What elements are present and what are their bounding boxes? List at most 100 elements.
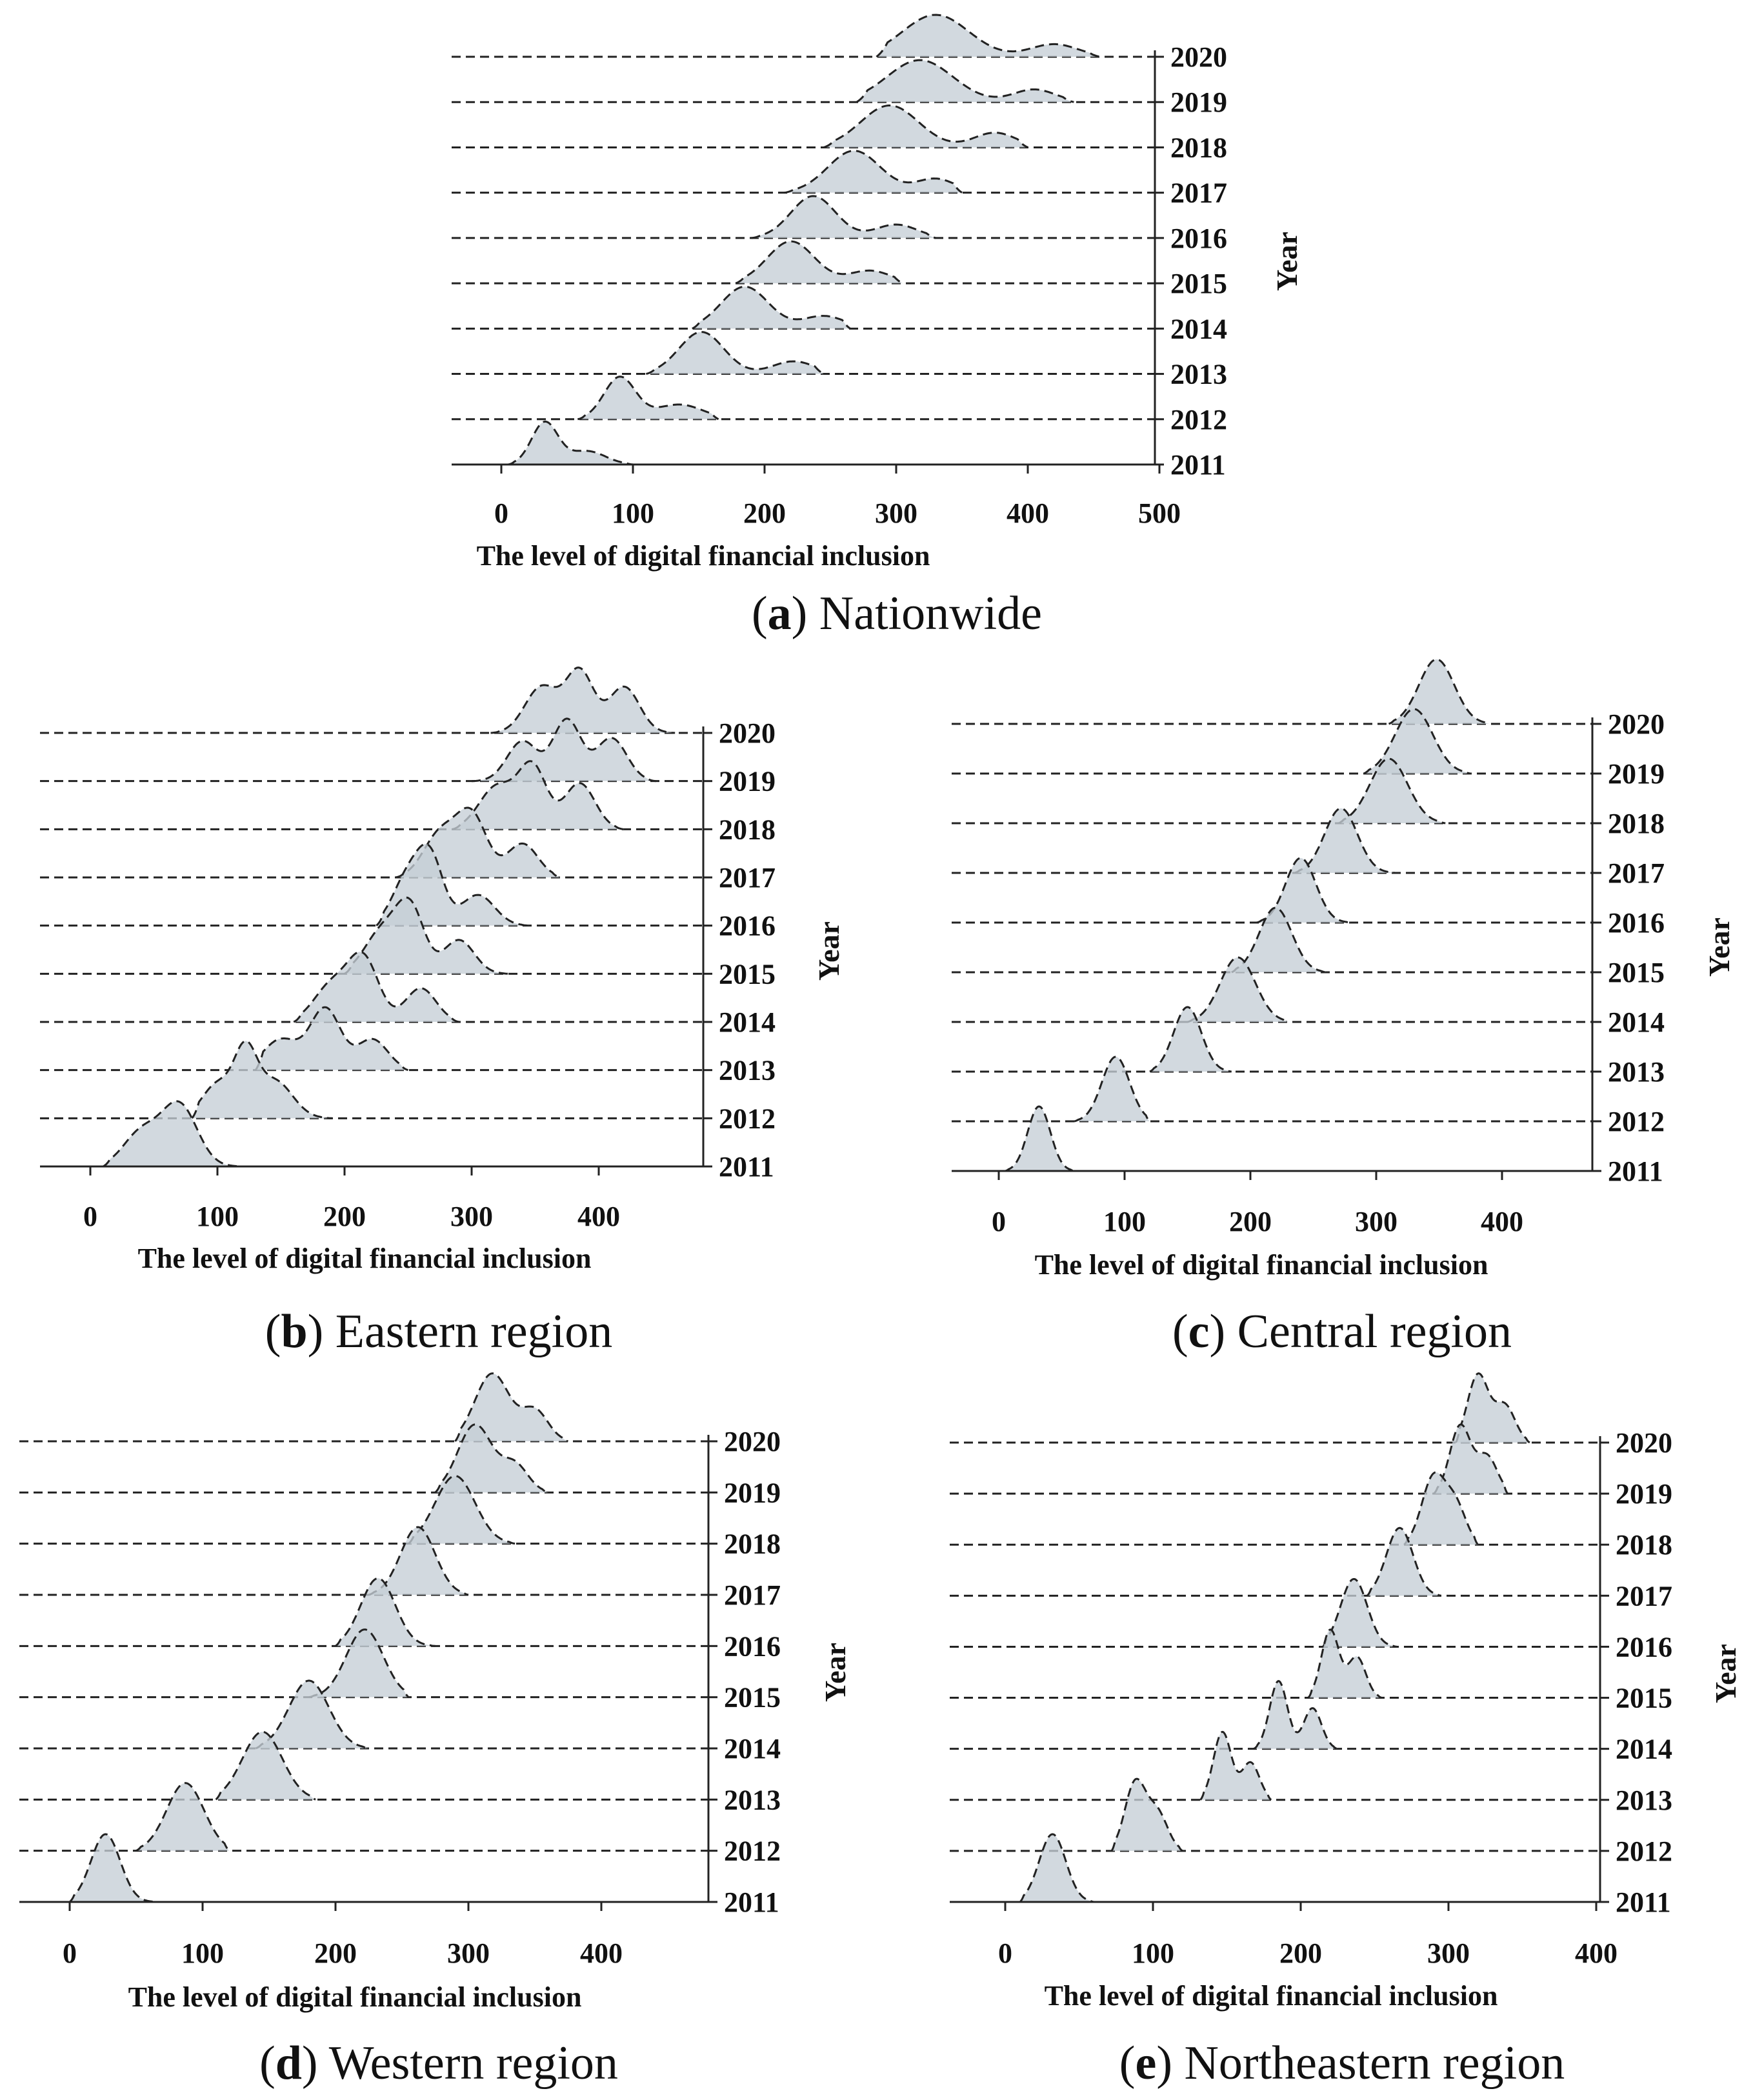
- ridge-fill-e-2020: [1456, 1373, 1530, 1443]
- ridge-line-d-2013: [215, 1730, 316, 1801]
- ridge-line-c-2019: [1363, 708, 1471, 775]
- caption-close-paren: ): [302, 2037, 318, 2090]
- ridge-fill-d-2013: [215, 1732, 316, 1800]
- ridge-e-2018: [950, 1471, 1600, 1546]
- ridge-d-2015: [19, 1628, 708, 1699]
- ridge-fill-e-2012: [1111, 1779, 1183, 1851]
- y-tick-label-e-2020: 2020: [1616, 1427, 1672, 1459]
- ridge-fill-e-2017: [1367, 1528, 1441, 1596]
- ridge-line-a-2019: [856, 59, 1074, 103]
- ridge-b-2014: [40, 950, 703, 1023]
- ridge-fill-d-2019: [435, 1424, 548, 1493]
- ridge-line-e-2016: [1322, 1578, 1397, 1648]
- ridge-c-2012: [952, 1055, 1592, 1123]
- y-tick-label-a-2013: 2013: [1170, 359, 1227, 390]
- ridge-line-c-2017: [1294, 807, 1396, 874]
- ridge-line-e-2017: [1366, 1526, 1441, 1597]
- ridge-fill-d-2018: [408, 1475, 516, 1544]
- ridge-b-2013: [40, 1006, 703, 1072]
- y-tick-label-a-2011: 2011: [1170, 449, 1226, 481]
- ridge-fill-b-2016: [376, 844, 529, 926]
- x-tick-label-c-300: 300: [1355, 1206, 1397, 1237]
- x-tick-label-d-100: 100: [181, 1937, 224, 1969]
- ridge-a-2017: [452, 150, 1155, 194]
- ridge-line-a-2011: [507, 420, 634, 466]
- ridge-line-b-2020: [490, 666, 676, 734]
- ridge-fill-a-2011: [508, 421, 633, 465]
- y-tick-label-d-2017: 2017: [724, 1579, 781, 1611]
- x-tick-label-b-100: 100: [196, 1201, 239, 1232]
- ridge-line-c-2015: [1231, 906, 1327, 974]
- y-tick-label-d-2013: 2013: [724, 1784, 781, 1815]
- ridge-line-b-2017: [395, 806, 561, 879]
- x-tick-label-d-0: 0: [63, 1937, 77, 1969]
- ridge-d-2020: [19, 1372, 708, 1443]
- ridge-d-2013: [19, 1730, 708, 1801]
- y-tick-label-d-2018: 2018: [724, 1528, 781, 1560]
- y-axis-title-d: Year: [819, 1643, 852, 1702]
- y-tick-label-b-2017: 2017: [719, 862, 776, 894]
- y-tick-label-b-2013: 2013: [719, 1055, 776, 1086]
- ridge-line-c-2014: [1187, 956, 1288, 1023]
- ridge-line-e-2014: [1253, 1680, 1338, 1750]
- y-tick-label-d-2019: 2019: [724, 1477, 781, 1508]
- ridge-a-2019: [452, 59, 1155, 103]
- x-tick-label-d-400: 400: [580, 1937, 623, 1969]
- ridge-line-b-2013: [254, 1006, 408, 1072]
- x-tick-label-c-100: 100: [1103, 1206, 1146, 1237]
- ridge-b-2011: [40, 1100, 703, 1168]
- ridge-e-2016: [950, 1578, 1600, 1648]
- y-tick-label-a-2020: 2020: [1170, 41, 1227, 73]
- y-tick-label-a-2017: 2017: [1170, 177, 1227, 209]
- y-tick-label-b-2011: 2011: [719, 1151, 774, 1183]
- caption-text-e: Northeastern region: [1172, 2037, 1565, 2090]
- ridge-b-2012: [40, 1039, 703, 1119]
- y-tick-label-b-2012: 2012: [719, 1103, 776, 1134]
- x-axis-title-e: The level of digital financial inclusion: [1045, 1980, 1498, 2012]
- x-axis-title-a: The level of digital financial inclusion: [477, 540, 930, 572]
- x-tick-label-e-100: 100: [1132, 1937, 1174, 1969]
- y-tick-label-c-2012: 2012: [1608, 1106, 1665, 1137]
- x-tick-label-a-0: 0: [494, 497, 508, 529]
- ridge-line-d-2018: [408, 1475, 516, 1545]
- ridge-a-2020: [452, 14, 1155, 58]
- x-tick-label-c-200: 200: [1229, 1206, 1272, 1237]
- ridge-b-2020: [40, 666, 703, 734]
- ridge-fill-a-2013: [646, 332, 824, 374]
- ridge-fill-b-2018: [452, 761, 625, 830]
- ridge-fill-d-2016: [336, 1578, 436, 1646]
- ridge-fill-c-2014: [1187, 957, 1288, 1022]
- caption-open-paren: (: [259, 2037, 275, 2090]
- x-tick-label-a-500: 500: [1138, 497, 1181, 529]
- ridge-line-d-2016: [335, 1577, 436, 1647]
- y-tick-label-e-2014: 2014: [1616, 1734, 1672, 1765]
- ridge-a-2013: [452, 331, 1155, 375]
- ridge-fill-d-2017: [368, 1527, 468, 1595]
- caption-close-paren: ): [1210, 1305, 1226, 1358]
- y-tick-label-b-2016: 2016: [719, 910, 776, 942]
- y-tick-label-a-2014: 2014: [1170, 313, 1227, 345]
- y-tick-label-c-2019: 2019: [1608, 758, 1665, 790]
- panel-d: 2011 2012 2013 2014 2015 2016 2017 2018 2019 2020…: [19, 1372, 852, 2090]
- caption-open-paren: (: [752, 587, 768, 640]
- x-tick-label-a-200: 200: [743, 497, 786, 529]
- ridge-line-b-2018: [452, 760, 625, 830]
- x-tick-label-e-300: 300: [1427, 1937, 1470, 1969]
- ridge-e-2011: [950, 1833, 1600, 1903]
- ridge-e-2013: [950, 1730, 1600, 1801]
- caption-text-b: Eastern region: [323, 1305, 612, 1358]
- ridge-line-b-2015: [344, 896, 510, 975]
- x-tick-label-e-0: 0: [998, 1937, 1012, 1969]
- ridge-fill-e-2015: [1308, 1629, 1382, 1698]
- y-axis-title-e: Year: [1709, 1644, 1742, 1703]
- ridge-c-2019: [952, 708, 1592, 775]
- ridge-line-c-2018: [1337, 757, 1446, 825]
- y-tick-label-c-2011: 2011: [1608, 1155, 1663, 1187]
- ridge-line-c-2011: [1005, 1105, 1075, 1172]
- ridge-fill-a-2019: [856, 60, 1074, 103]
- ridge-fill-c-2018: [1338, 759, 1446, 823]
- panel-caption-c: (c) Central region: [1172, 1305, 1512, 1358]
- ridge-b-2016: [40, 843, 703, 927]
- ridge-fill-c-2016: [1256, 858, 1351, 923]
